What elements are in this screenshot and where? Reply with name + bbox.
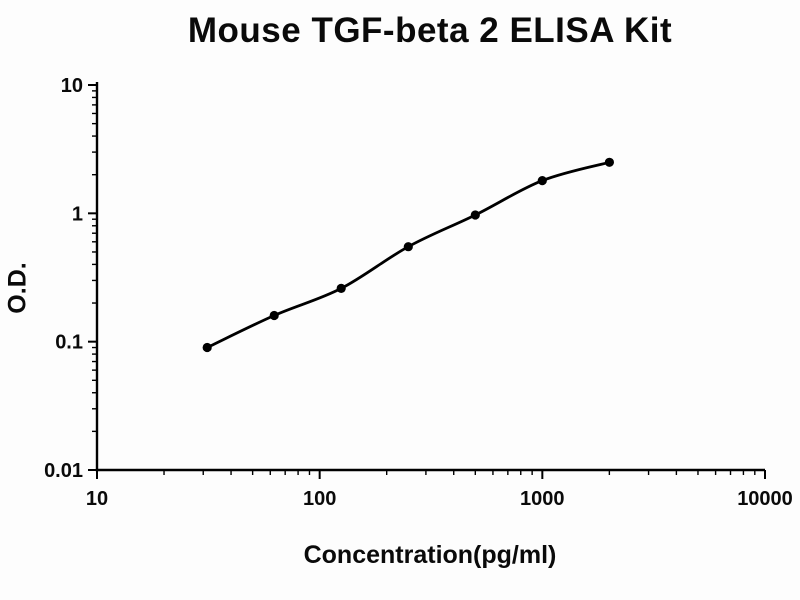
- data-point-marker: [336, 283, 346, 293]
- x-tick-label: 1000: [520, 488, 565, 510]
- y-tick-label: 1: [72, 203, 83, 225]
- y-tick-label: 0.1: [55, 332, 83, 354]
- x-axis-label: Concentration(pg/ml): [303, 541, 557, 569]
- data-point-marker: [403, 242, 413, 252]
- data-point-marker: [604, 157, 615, 167]
- y-tick-label: 0.01: [44, 460, 83, 482]
- data-point-marker: [537, 176, 547, 186]
- data-point-marker: [202, 342, 212, 353]
- standard-curve-line: [205, 160, 611, 349]
- x-tick-label: 10000: [737, 488, 793, 510]
- axes: [88, 82, 766, 479]
- y-tick-label: 10: [61, 75, 83, 97]
- data-point-marker: [470, 210, 480, 220]
- data-point-marker: [269, 310, 279, 321]
- x-tick-label: 100: [303, 488, 336, 510]
- chart-title: Mouse TGF-beta 2 ELISA Kit: [187, 11, 673, 50]
- x-tick-label: 10: [86, 488, 108, 510]
